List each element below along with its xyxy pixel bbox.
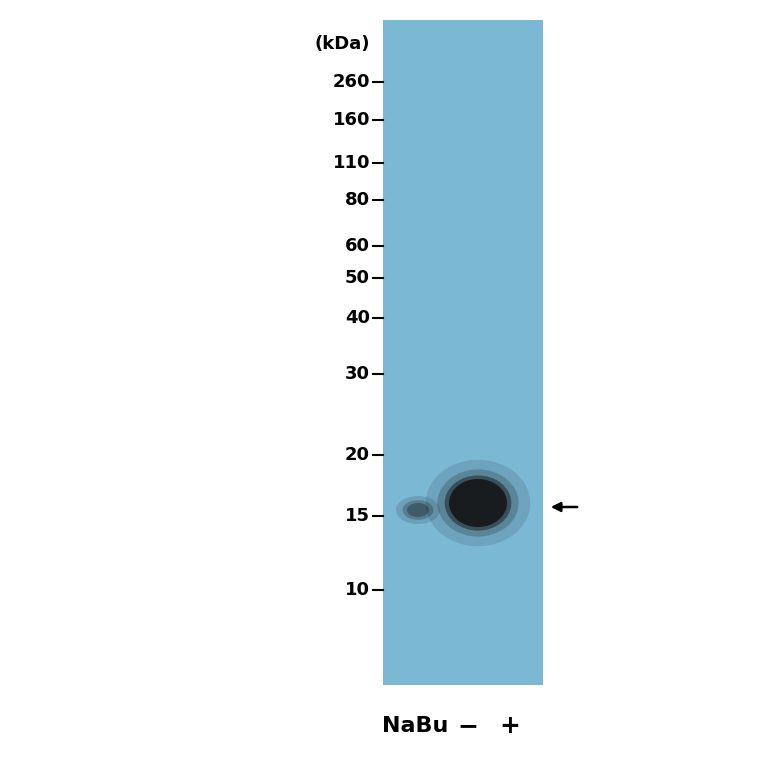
Text: 60: 60 — [345, 237, 370, 255]
Text: 260: 260 — [332, 73, 370, 91]
Ellipse shape — [438, 469, 519, 536]
Text: 10: 10 — [345, 581, 370, 599]
Text: 20: 20 — [345, 446, 370, 464]
Ellipse shape — [426, 460, 530, 546]
Text: 15: 15 — [345, 507, 370, 525]
Ellipse shape — [407, 503, 429, 517]
Text: 30: 30 — [345, 365, 370, 383]
Text: (kDa): (kDa) — [315, 35, 370, 53]
Text: 40: 40 — [345, 309, 370, 327]
Bar — [383, 20, 543, 685]
Ellipse shape — [403, 500, 433, 520]
Text: 160: 160 — [332, 111, 370, 129]
Ellipse shape — [445, 475, 511, 531]
Text: −: − — [458, 714, 478, 738]
Text: 110: 110 — [332, 154, 370, 172]
Text: NaBu: NaBu — [382, 716, 448, 736]
Text: 80: 80 — [345, 191, 370, 209]
Ellipse shape — [449, 479, 507, 527]
Ellipse shape — [396, 496, 440, 524]
Text: 50: 50 — [345, 269, 370, 287]
Text: +: + — [500, 714, 520, 738]
